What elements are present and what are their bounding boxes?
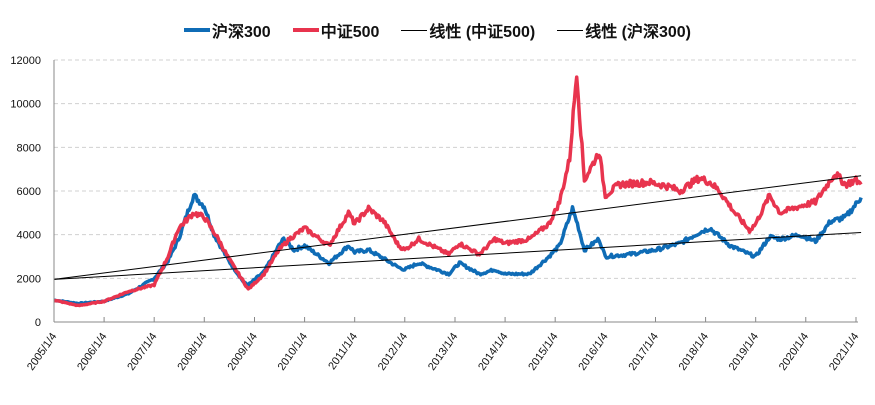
x-tick-label: 2007/1/4: [125, 331, 159, 373]
series-line-2: [53, 175, 862, 280]
y-tick-label: 4000: [17, 230, 41, 242]
x-tick-label: 2008/1/4: [175, 331, 209, 373]
series-line-1: [53, 75, 863, 308]
series-line-0: [53, 192, 863, 306]
x-tick-label: 2011/1/4: [326, 331, 360, 372]
x-tick-label: 2015/1/4: [526, 331, 560, 373]
x-tick-label: 2018/1/4: [677, 331, 711, 373]
legend: 沪深300 中证500 线性 (中证500) 线性 (沪深300): [0, 18, 875, 42]
legend-label: 沪深300: [211, 24, 271, 41]
y-tick-label: 6000: [17, 186, 41, 198]
x-tick-label: 2013/1/4: [426, 331, 460, 373]
y-tick-label: 12000: [10, 55, 41, 67]
y-tick-label: 10000: [10, 99, 41, 111]
y-tick-label: 8000: [17, 142, 41, 154]
legend-item: 线性 (中证500): [401, 18, 535, 42]
legend-swatch: [557, 29, 584, 31]
y-tick-label: 0: [35, 317, 41, 329]
x-tick-label: 2017/1/4: [627, 331, 661, 373]
x-tick-label: 2021/1/4: [827, 331, 861, 373]
x-tick-label: 2019/1/4: [727, 331, 761, 373]
x-tick-label: 2009/1/4: [226, 331, 260, 373]
legend-item: 线性 (沪深300): [557, 18, 691, 42]
legend-swatch: [183, 28, 210, 32]
legend-label: 线性 (沪深300): [585, 24, 692, 41]
x-tick-label: 2016/1/4: [576, 331, 610, 373]
x-tick-label: 2020/1/4: [777, 331, 811, 373]
x-tick-label: 2005/1/4: [25, 331, 59, 373]
x-tick-label: 2010/1/4: [276, 331, 310, 373]
legend-item: 沪深300: [183, 18, 271, 42]
legend-label: 线性 (中证500): [429, 24, 536, 41]
series-line-3: [53, 232, 862, 280]
x-tick-label: 2014/1/4: [476, 331, 510, 373]
x-tick-label: 2012/1/4: [376, 331, 410, 373]
legend-label: 中证500: [320, 24, 380, 41]
legend-item: 中证500: [292, 18, 380, 42]
legend-swatch: [292, 28, 319, 32]
x-tick-label: 2006/1/4: [75, 331, 109, 373]
y-tick-label: 2000: [17, 273, 41, 285]
legend-swatch: [401, 29, 428, 31]
